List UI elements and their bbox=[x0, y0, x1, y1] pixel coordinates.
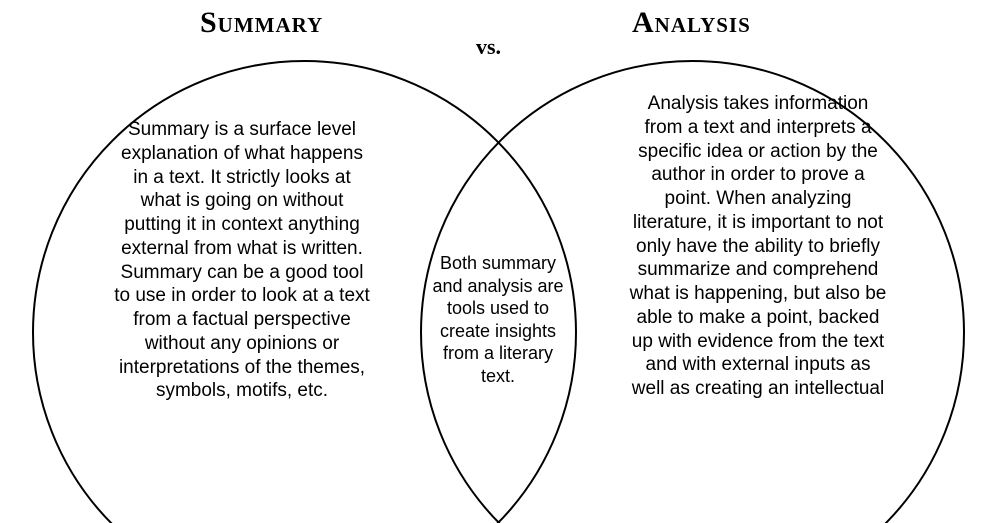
venn-title-right: Analysis bbox=[632, 6, 751, 40]
venn-middle-text: Both summary and analysis are tools used… bbox=[430, 252, 566, 387]
venn-left-text: Summary is a surface level explanation o… bbox=[112, 118, 372, 403]
venn-title-vs: vs. bbox=[476, 34, 501, 60]
venn-title-left: Summary bbox=[200, 6, 323, 40]
venn-right-text: Analysis takes information from a text a… bbox=[628, 92, 888, 401]
